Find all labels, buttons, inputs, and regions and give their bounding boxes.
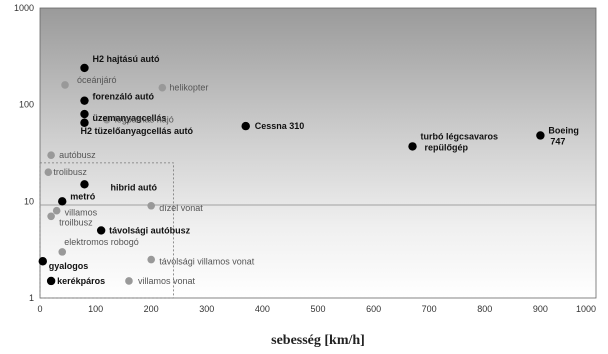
data-point xyxy=(52,206,61,215)
data-point xyxy=(46,276,56,286)
data-point xyxy=(125,277,133,285)
y-tick-label: 1 xyxy=(29,293,34,303)
data-point xyxy=(47,151,55,160)
x-tick-label: 400 xyxy=(255,304,270,314)
data-label: trolibusz xyxy=(53,167,87,177)
x-tick-label: 0 xyxy=(37,304,42,314)
data-point xyxy=(44,168,53,177)
data-point xyxy=(158,83,167,92)
highlight-box xyxy=(39,162,174,299)
data-label: H2 tüzelőanyagcellás autó xyxy=(80,126,193,136)
x-tick-label: 500 xyxy=(310,304,325,314)
data-label: forenzáló autó xyxy=(92,92,154,102)
x-tick-label: 200 xyxy=(144,304,159,314)
data-point xyxy=(58,197,67,206)
data-point xyxy=(102,115,111,124)
plot-area xyxy=(39,7,597,299)
data-label: távolsági villamos vonat xyxy=(159,257,255,267)
data-point xyxy=(80,180,89,189)
data-point xyxy=(61,81,69,89)
data-label: elektromos robogó xyxy=(64,237,139,247)
data-label: metró xyxy=(70,191,96,201)
data-point xyxy=(58,248,67,256)
data-label: Cessna 310 xyxy=(255,121,305,131)
data-point xyxy=(241,121,250,131)
data-labels: H2 hajtású autó forenzáló autó üzemanyagce… xyxy=(49,54,579,286)
data-label: óceánjáró xyxy=(77,75,117,85)
data-label: villamos vonat xyxy=(138,276,196,286)
data-label: turbó légcsavaros repülőgép xyxy=(421,131,499,152)
data-point xyxy=(80,118,89,127)
x-tick-label: 600 xyxy=(366,304,381,314)
data-point xyxy=(80,63,89,73)
data-point xyxy=(408,142,417,151)
x-tick-label: 300 xyxy=(199,304,214,314)
x-tick-label: 700 xyxy=(422,304,437,314)
data-label: hibrid autó xyxy=(110,182,157,192)
data-point xyxy=(38,257,47,266)
data-point xyxy=(147,201,155,210)
data-label: Boeing 747 xyxy=(548,125,579,146)
y-tick-label: 10 xyxy=(24,196,34,206)
x-axis-label: sebesség [km/h] xyxy=(271,333,365,348)
data-point xyxy=(80,96,89,105)
data-label: H2 hajtású autó xyxy=(92,54,160,64)
x-tick-label: 100 xyxy=(88,304,103,314)
data-label: troilbusz xyxy=(59,217,93,227)
data-label: villamos xyxy=(65,208,98,218)
y-tick-label: 1000 xyxy=(14,3,34,13)
data-label: légpárnás hajó xyxy=(115,115,174,125)
x-tick-label: 900 xyxy=(533,304,548,314)
data-point xyxy=(47,212,55,221)
data-label: gyalogos xyxy=(49,261,89,271)
data-point xyxy=(80,109,89,119)
data-points xyxy=(38,63,545,286)
data-label: kerékpáros xyxy=(57,276,105,286)
x-axis-ticks: 0 100 200 300 400 500 600 700 800 900 1000 xyxy=(37,304,596,314)
data-label: üzemanyagcellás xyxy=(92,113,166,123)
data-point xyxy=(147,255,155,264)
data-label: dízel vonat xyxy=(159,203,203,213)
data-point xyxy=(96,226,106,235)
data-label: autóbusz xyxy=(59,150,96,160)
data-label: helikopter xyxy=(169,83,208,93)
data-label: távolsági autóbusz xyxy=(109,225,191,235)
y-tick-label: 100 xyxy=(19,100,34,110)
x-tick-label: 1000 xyxy=(576,304,596,314)
data-point xyxy=(536,131,545,140)
x-tick-label: 800 xyxy=(477,304,492,314)
y-axis-ticks: 1 10 100 1000 xyxy=(14,3,34,303)
